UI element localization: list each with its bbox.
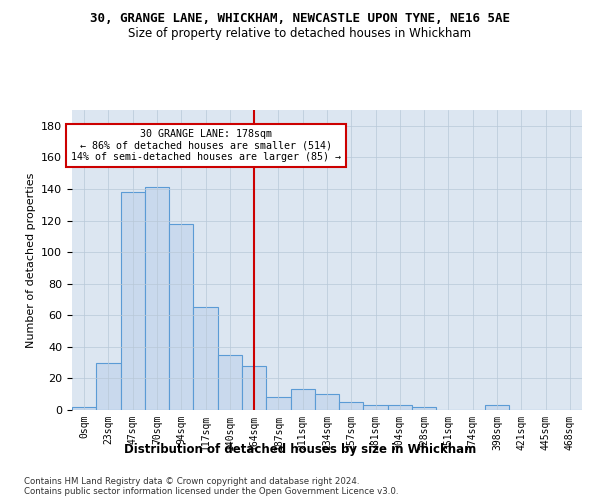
- Text: Distribution of detached houses by size in Whickham: Distribution of detached houses by size …: [124, 442, 476, 456]
- Text: 30, GRANGE LANE, WHICKHAM, NEWCASTLE UPON TYNE, NE16 5AE: 30, GRANGE LANE, WHICKHAM, NEWCASTLE UPO…: [90, 12, 510, 26]
- Bar: [193, 308, 218, 410]
- Bar: [242, 366, 266, 410]
- Bar: [145, 188, 169, 410]
- Bar: [388, 406, 412, 410]
- Bar: [339, 402, 364, 410]
- Bar: [315, 394, 339, 410]
- Bar: [218, 354, 242, 410]
- Bar: [412, 407, 436, 410]
- Text: Contains public sector information licensed under the Open Government Licence v3: Contains public sector information licen…: [24, 488, 398, 496]
- Text: 30 GRANGE LANE: 178sqm
← 86% of detached houses are smaller (514)
14% of semi-de: 30 GRANGE LANE: 178sqm ← 86% of detached…: [71, 129, 341, 162]
- Bar: [72, 407, 96, 410]
- Bar: [266, 398, 290, 410]
- Bar: [485, 406, 509, 410]
- Bar: [96, 362, 121, 410]
- Bar: [169, 224, 193, 410]
- Bar: [121, 192, 145, 410]
- Bar: [364, 406, 388, 410]
- Y-axis label: Number of detached properties: Number of detached properties: [26, 172, 35, 348]
- Text: Size of property relative to detached houses in Whickham: Size of property relative to detached ho…: [128, 28, 472, 40]
- Bar: [290, 390, 315, 410]
- Text: Contains HM Land Registry data © Crown copyright and database right 2024.: Contains HM Land Registry data © Crown c…: [24, 478, 359, 486]
